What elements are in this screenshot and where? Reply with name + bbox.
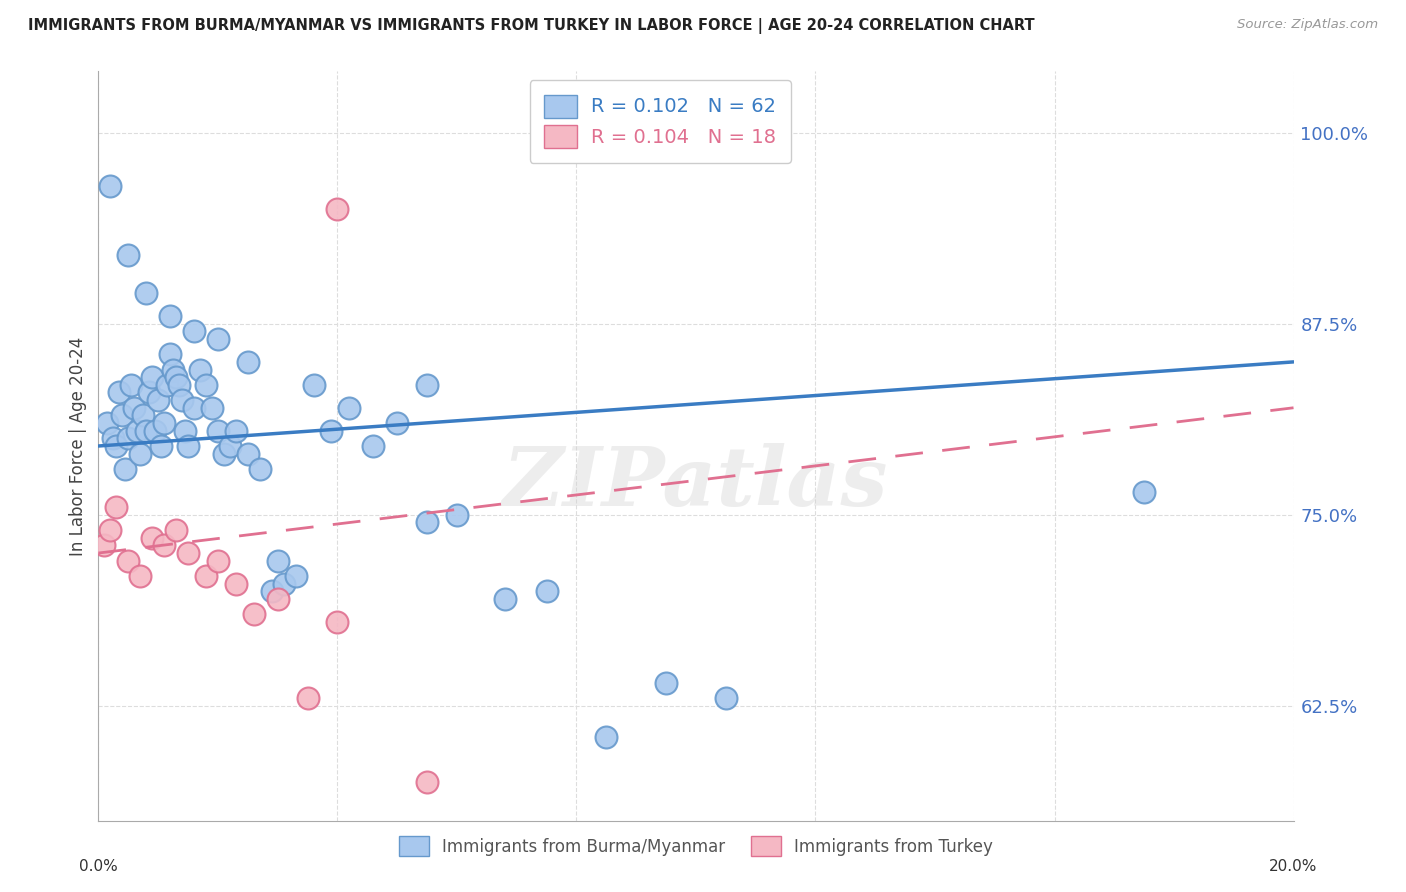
Point [183, 324, 205, 338]
Point [302, 377, 325, 392]
Point [127, 424, 149, 438]
Point [1133, 484, 1156, 499]
Point [714, 691, 737, 706]
Point [236, 355, 259, 369]
Point [98, 179, 122, 194]
Point [655, 676, 678, 690]
Point [219, 439, 242, 453]
Text: IMMIGRANTS FROM BURMA/MYANMAR VS IMMIGRANTS FROM TURKEY IN LABOR FORCE | AGE 20-: IMMIGRANTS FROM BURMA/MYANMAR VS IMMIGRA… [28, 18, 1035, 34]
Point [129, 447, 152, 461]
Point [536, 584, 558, 599]
Point [183, 401, 205, 415]
Point [201, 401, 224, 415]
Point [162, 362, 184, 376]
Text: 20.0%: 20.0% [1270, 859, 1317, 874]
Point [156, 377, 179, 392]
Point [138, 385, 160, 400]
Point [297, 691, 319, 706]
Legend: Immigrants from Burma/Myanmar, Immigrants from Turkey: Immigrants from Burma/Myanmar, Immigrant… [391, 828, 1001, 864]
Point [132, 409, 155, 423]
Point [117, 431, 139, 445]
Point [120, 377, 142, 392]
Point [159, 309, 181, 323]
Text: 0.0%: 0.0% [79, 859, 118, 874]
Point [117, 554, 139, 568]
Point [148, 393, 170, 408]
Point [416, 516, 439, 530]
Point [267, 591, 290, 606]
Point [165, 370, 187, 384]
Point [105, 500, 128, 515]
Point [98, 523, 122, 537]
Point [363, 439, 385, 453]
Point [595, 730, 617, 744]
Point [174, 424, 197, 438]
Point [135, 286, 157, 301]
Point [117, 248, 139, 262]
Point [105, 439, 128, 453]
Point [103, 431, 125, 445]
Point [124, 401, 146, 415]
Point [141, 370, 163, 384]
Point [96, 416, 118, 430]
Point [326, 615, 349, 629]
Point [326, 202, 349, 216]
Point [385, 416, 409, 430]
Point [153, 416, 176, 430]
Point [260, 584, 283, 599]
Point [339, 401, 361, 415]
Point [153, 538, 176, 552]
Point [177, 439, 200, 453]
Point [129, 569, 152, 583]
Point [207, 424, 229, 438]
Point [321, 424, 343, 438]
Point [273, 576, 295, 591]
Point [177, 546, 200, 560]
Point [195, 377, 218, 392]
Point [143, 424, 166, 438]
Y-axis label: In Labor Force | Age 20-24: In Labor Force | Age 20-24 [69, 336, 87, 556]
Text: Source: ZipAtlas.com: Source: ZipAtlas.com [1237, 18, 1378, 31]
Text: ZIPatlas: ZIPatlas [503, 443, 889, 524]
Point [111, 409, 134, 423]
Point [267, 554, 290, 568]
Point [249, 462, 271, 476]
Point [108, 385, 131, 400]
Point [416, 775, 439, 789]
Point [165, 523, 187, 537]
Point [416, 377, 439, 392]
Point [159, 347, 181, 361]
Point [114, 462, 136, 476]
Point [167, 377, 190, 392]
Point [243, 607, 266, 622]
Point [141, 531, 163, 545]
Point [225, 576, 247, 591]
Point [446, 508, 468, 522]
Point [195, 569, 218, 583]
Point [93, 538, 115, 552]
Point [135, 424, 157, 438]
Point [207, 332, 229, 346]
Point [284, 569, 307, 583]
Point [225, 424, 247, 438]
Point [188, 362, 211, 376]
Point [212, 447, 235, 461]
Point [236, 447, 259, 461]
Point [172, 393, 194, 408]
Point [150, 439, 173, 453]
Point [207, 554, 229, 568]
Point [494, 591, 516, 606]
